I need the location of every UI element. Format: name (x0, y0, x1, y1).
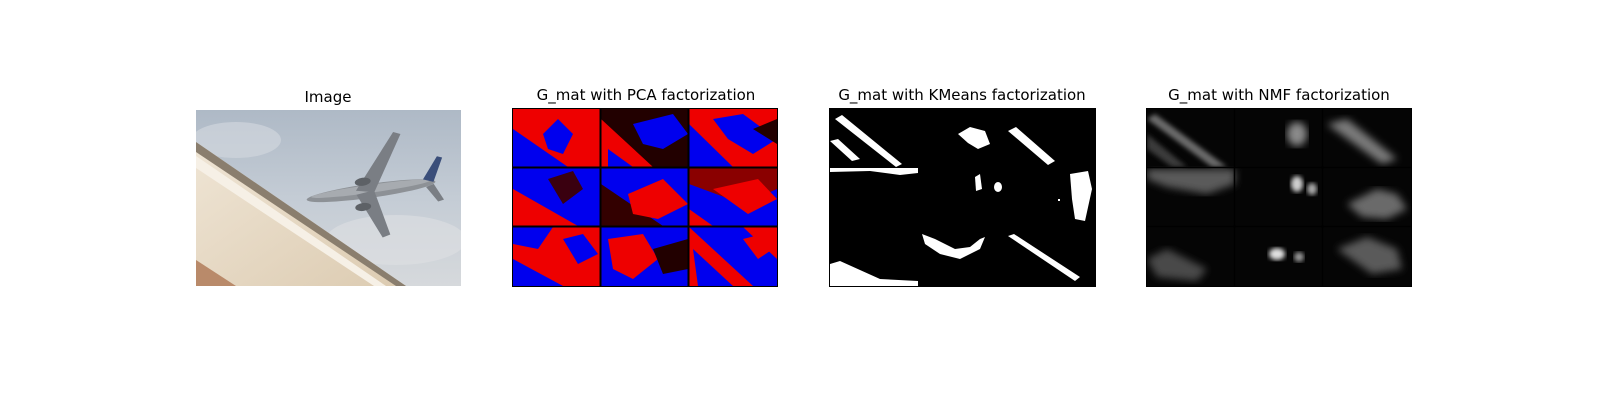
nmf-factor-grid (1146, 108, 1412, 287)
airplane-photo-drawing (196, 110, 461, 286)
kmeans-grid-drawing (830, 109, 1095, 286)
panel-title-image: Image (304, 88, 352, 106)
panel-title-pca: G_mat with PCA factorization (536, 86, 756, 104)
kmeans-factor-grid (829, 108, 1096, 287)
panel-title-kmeans: G_mat with KMeans factorization (838, 86, 1086, 104)
pca-grid-drawing (513, 109, 777, 286)
photo-airplane (196, 110, 461, 286)
panel-title-nmf: G_mat with NMF factorization (1168, 86, 1390, 104)
nmf-grid-drawing (1147, 109, 1411, 286)
pca-factor-grid (512, 108, 778, 287)
